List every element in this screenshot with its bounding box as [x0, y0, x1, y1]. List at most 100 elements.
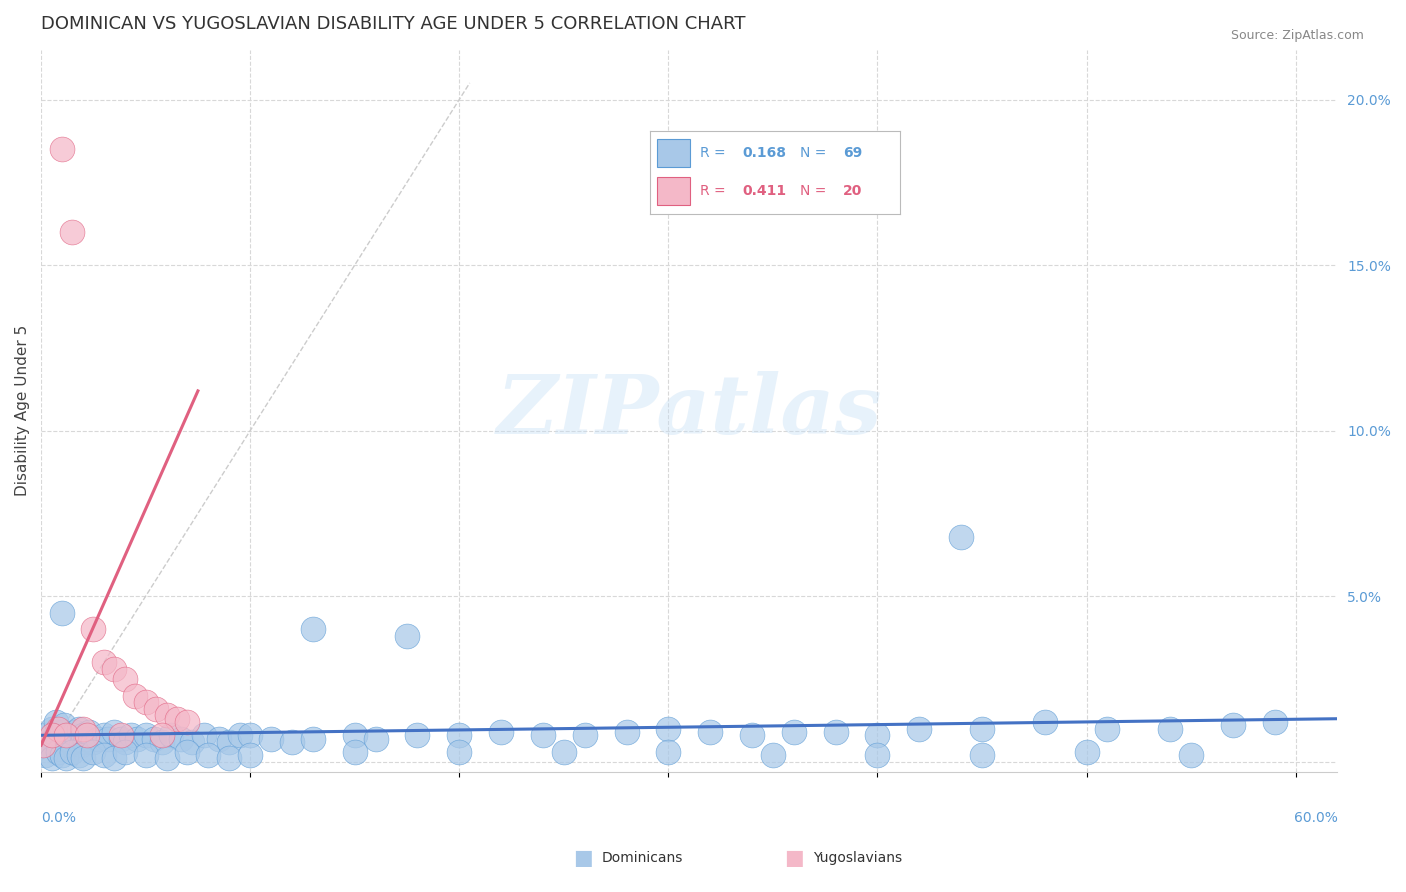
Point — [180, 735, 202, 749]
Point — [114, 735, 136, 749]
Point — [69, 738, 91, 752]
Point — [51, 725, 73, 739]
Point — [166, 712, 188, 726]
Text: ■: ■ — [785, 848, 804, 868]
Point — [193, 728, 215, 742]
Point — [62, 745, 84, 759]
Text: 0.0%: 0.0% — [41, 812, 76, 825]
Point — [67, 748, 90, 763]
Point — [42, 731, 65, 746]
Point — [34, 748, 56, 763]
Y-axis label: Disability Age Under 5: Disability Age Under 5 — [15, 326, 30, 496]
Point — [1264, 714, 1286, 729]
Text: Yugoslavians: Yugoslavians — [813, 851, 901, 865]
Point — [41, 751, 63, 765]
Text: N =: N = — [800, 145, 831, 160]
Text: 0.168: 0.168 — [742, 145, 786, 160]
Point — [657, 722, 679, 736]
Point — [364, 731, 387, 746]
Point — [77, 725, 100, 739]
Point — [1180, 748, 1202, 763]
Point — [1159, 722, 1181, 736]
Point — [1097, 722, 1119, 736]
Point — [208, 731, 231, 746]
Point — [260, 731, 283, 746]
Point — [449, 745, 471, 759]
Point — [574, 728, 596, 742]
Point — [616, 725, 638, 739]
Point — [970, 722, 993, 736]
Point — [55, 731, 77, 746]
Text: R =: R = — [700, 185, 730, 198]
Point — [395, 629, 418, 643]
Point — [46, 722, 69, 736]
Point — [82, 745, 104, 759]
Text: 20: 20 — [842, 185, 862, 198]
Point — [51, 748, 73, 763]
Point — [155, 751, 177, 765]
Point — [239, 728, 262, 742]
Point — [62, 225, 84, 239]
Point — [114, 672, 136, 686]
Point — [41, 722, 63, 736]
Point — [1222, 718, 1244, 732]
Point — [699, 725, 721, 739]
Point — [72, 751, 94, 765]
Point — [58, 738, 80, 752]
Point — [53, 718, 76, 732]
Point — [783, 725, 806, 739]
Point — [229, 728, 252, 742]
Point — [150, 735, 173, 749]
Point — [824, 725, 846, 739]
Point — [866, 728, 889, 742]
Text: N =: N = — [800, 185, 831, 198]
Point — [103, 751, 125, 765]
Point — [343, 728, 366, 742]
Point — [67, 722, 90, 736]
Point — [1033, 714, 1056, 729]
Point — [741, 728, 763, 742]
Point — [72, 722, 94, 736]
Point — [120, 728, 142, 742]
Point — [218, 735, 240, 749]
Point — [55, 751, 77, 765]
Point — [34, 728, 56, 742]
Point — [76, 728, 98, 742]
Point — [124, 689, 146, 703]
Point — [41, 728, 63, 742]
Text: Dominicans: Dominicans — [602, 851, 683, 865]
Text: ■: ■ — [574, 848, 593, 868]
Point — [76, 731, 98, 746]
Point — [135, 695, 157, 709]
Text: 60.0%: 60.0% — [1294, 812, 1337, 825]
Point — [281, 735, 304, 749]
Point — [97, 731, 120, 746]
Point — [59, 728, 82, 742]
Point — [110, 731, 132, 746]
Point — [32, 738, 55, 752]
Point — [1076, 745, 1098, 759]
Text: 69: 69 — [842, 145, 862, 160]
Point — [553, 745, 575, 759]
Point — [73, 735, 96, 749]
Point — [866, 748, 889, 763]
Point — [950, 530, 973, 544]
Point — [135, 728, 157, 742]
Point — [51, 142, 73, 156]
FancyBboxPatch shape — [657, 139, 690, 168]
Point — [93, 748, 115, 763]
Point — [38, 738, 60, 752]
Point — [62, 735, 84, 749]
Point — [197, 748, 219, 763]
Point — [155, 708, 177, 723]
Point — [66, 731, 89, 746]
Point — [46, 735, 69, 749]
Point — [657, 745, 679, 759]
Point — [908, 722, 931, 736]
Point — [239, 748, 262, 763]
Point — [406, 728, 429, 742]
Point — [302, 623, 325, 637]
Point — [72, 728, 94, 742]
Text: Source: ZipAtlas.com: Source: ZipAtlas.com — [1230, 29, 1364, 43]
Point — [176, 745, 198, 759]
